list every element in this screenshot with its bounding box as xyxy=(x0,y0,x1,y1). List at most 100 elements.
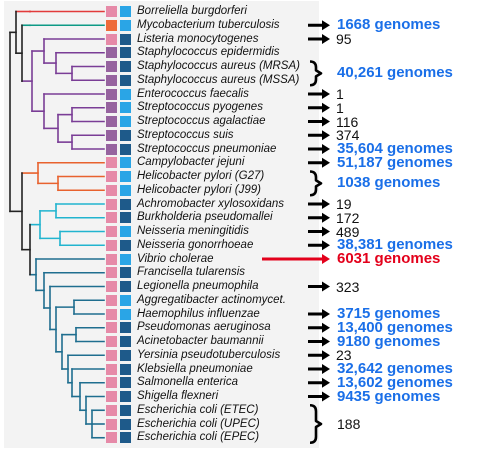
species-name: Francisella tularensis xyxy=(137,266,246,279)
category-square xyxy=(106,226,117,237)
genome-count: 116 xyxy=(336,113,359,130)
genome-count: 1 xyxy=(336,86,344,102)
species-row: Mycobacterium tuberculosis xyxy=(0,18,482,33)
species-row: Legionella pneumophila xyxy=(0,279,482,294)
gram-square xyxy=(120,377,131,389)
category-square xyxy=(106,143,117,155)
category-square xyxy=(106,404,117,416)
species-row: Acinetobacter baumannii xyxy=(0,334,482,349)
count-arrow-head xyxy=(322,116,330,127)
count-arrow-head xyxy=(322,199,330,209)
count-arrow-head xyxy=(322,157,330,168)
category-square xyxy=(106,129,117,141)
species-name: Yersinia pseudotuberculosis xyxy=(137,348,281,361)
species-row: Escherichia coli (ETEC) xyxy=(0,403,482,418)
genome-count: 38,381 genomes xyxy=(337,236,453,254)
species-name: Campylobacter jejuni xyxy=(137,156,245,169)
species-row: Achromobacter xylosoxidans xyxy=(0,197,482,212)
species-name: Mycobacterium tuberculosis xyxy=(137,18,280,31)
category-square xyxy=(106,102,117,114)
category-square xyxy=(106,363,117,375)
species-name: Enterococcus faecalis xyxy=(137,87,249,100)
gram-square xyxy=(120,322,131,334)
species-row: Klebsiella pneumoniae xyxy=(0,362,482,377)
species-name: Streptococcus suis xyxy=(137,128,234,141)
gram-square xyxy=(120,116,131,127)
species-name: Listeria monocytogenes xyxy=(137,32,259,45)
species-row: Salmonella enterica xyxy=(0,375,482,390)
category-square xyxy=(106,418,117,430)
species-row: Enterococcus faecalis xyxy=(0,87,482,102)
gram-square xyxy=(120,226,131,237)
species-row: Burkholderia pseudomallei xyxy=(0,210,482,225)
genome-count: 13,400 genomes xyxy=(337,318,453,336)
gram-square xyxy=(120,391,131,402)
species-name: Salmonella enterica xyxy=(137,376,239,389)
species-row: Staphylococcus aureus (MRSA) xyxy=(0,59,482,74)
species-name: Pseudomonas aeruginosa xyxy=(137,321,271,334)
count-arrow-head xyxy=(322,322,330,333)
category-square xyxy=(106,171,117,182)
species-name: Streptococcus agalactiae xyxy=(137,115,266,127)
genome-count: 3715 genomes xyxy=(337,305,441,322)
species-name: Staphylococcus epidermidis xyxy=(137,46,280,59)
species-row: Streptococcus suis xyxy=(0,128,482,143)
genome-count: 19 xyxy=(336,196,352,212)
category-square xyxy=(106,198,117,210)
gram-square xyxy=(120,47,131,59)
gram-square xyxy=(120,33,131,45)
count-arrow-head xyxy=(322,212,330,223)
species-row: Shigella flexneri xyxy=(0,389,482,404)
count-arrow-head xyxy=(322,226,330,237)
gram-square xyxy=(120,88,131,100)
species-name: Achromobacter xylosoxidans xyxy=(137,197,285,210)
genome-count: 1 xyxy=(336,99,344,116)
species-name: Shigella flexneri xyxy=(137,390,219,402)
category-square xyxy=(106,239,117,251)
gram-square xyxy=(120,336,131,347)
genome-count: 489 xyxy=(336,223,360,240)
category-square xyxy=(106,212,117,224)
gram-square xyxy=(120,404,131,416)
count-arrow-head xyxy=(322,144,330,154)
genome-count: 172 xyxy=(336,209,360,226)
category-square xyxy=(106,267,117,279)
category-square xyxy=(106,391,117,402)
species-name: Streptococcus pneumoniae xyxy=(137,142,277,155)
species-name: Aggregatibacter actinomycet. xyxy=(137,293,286,306)
category-square xyxy=(106,88,117,100)
species-row: Staphylococcus aureus (MSSA) xyxy=(0,73,482,88)
category-square xyxy=(106,349,117,361)
gram-square xyxy=(120,198,131,210)
gram-square xyxy=(120,418,131,430)
species-row: Francisella tularensis xyxy=(0,265,482,280)
species-name: Klebsiella pneumoniae xyxy=(137,362,253,375)
species-name: Escherichia coli (ETEC) xyxy=(137,403,259,416)
gram-square xyxy=(120,61,131,72)
count-arrow-head xyxy=(322,20,330,31)
category-square xyxy=(106,253,117,265)
gram-square xyxy=(120,157,131,169)
gram-square xyxy=(120,6,131,17)
genome-count: 95 xyxy=(336,31,352,47)
category-square xyxy=(106,336,117,347)
species-row: Neisseria meningitidis xyxy=(0,224,482,239)
count-arrow-head xyxy=(322,89,330,99)
species-name: Staphylococcus aureus (MSSA) xyxy=(137,73,300,86)
category-square xyxy=(106,281,117,292)
species-row: Borreliella burgdorferi xyxy=(0,4,482,19)
genome-count: 51,187 genomes xyxy=(337,153,453,171)
species-name: Neisseria meningitidis xyxy=(137,225,249,237)
gram-square xyxy=(120,143,131,155)
category-square xyxy=(106,33,117,45)
species-name: Escherichia coli (UPEC) xyxy=(137,417,260,430)
gram-square xyxy=(120,308,131,320)
count-arrow-head xyxy=(322,281,330,292)
species-row: Pseudomonas aeruginosa xyxy=(0,320,482,335)
species-row: Helicobacter pylori (G27) xyxy=(0,169,482,184)
category-square xyxy=(106,116,117,127)
species-row: Helicobacter pylori (J99) xyxy=(0,183,482,198)
gram-square xyxy=(120,19,131,31)
category-square xyxy=(106,47,117,59)
category-square xyxy=(106,61,117,72)
